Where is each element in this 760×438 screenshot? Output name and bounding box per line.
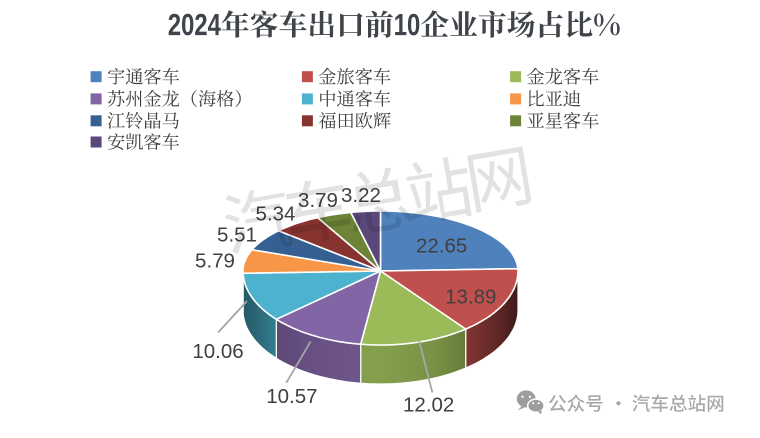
svg-text:22.65: 22.65	[416, 234, 467, 257]
svg-text:10.06: 10.06	[192, 340, 243, 363]
svg-text:5.51: 5.51	[217, 223, 257, 246]
svg-text:12.02: 12.02	[403, 393, 454, 416]
svg-text:3.22: 3.22	[341, 184, 381, 207]
svg-text:5.34: 5.34	[256, 202, 296, 225]
svg-text:3.79: 3.79	[298, 189, 338, 212]
svg-text:10.57: 10.57	[266, 385, 317, 408]
svg-text:13.89: 13.89	[445, 285, 496, 308]
svg-text:5.79: 5.79	[195, 249, 235, 272]
